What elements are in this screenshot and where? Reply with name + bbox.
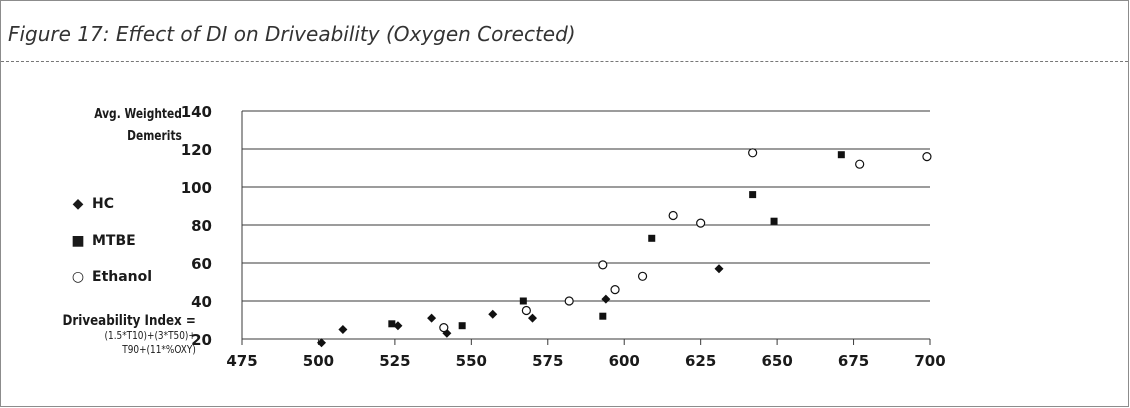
- data-point-mtbe: [599, 312, 607, 320]
- diamond-icon: ◆: [72, 196, 84, 212]
- circle-icon: ○: [71, 269, 85, 285]
- y-tick-label: 40: [191, 293, 212, 311]
- y-tick-label: 20: [191, 331, 212, 349]
- y-axis-label: Avg. Weighted Demerits: [94, 104, 182, 148]
- figure-title: Figure 17: Effect of DI on Driveability …: [8, 22, 576, 46]
- square-icon: ■: [71, 233, 85, 249]
- y-tick-label: 140: [181, 103, 212, 121]
- data-point-mtbe: [388, 320, 396, 328]
- data-point-hc: [527, 313, 537, 323]
- title-divider: [1, 61, 1128, 62]
- x-tick-label: 700: [914, 352, 945, 370]
- y-tick-label: 120: [181, 141, 212, 159]
- data-point-hc: [714, 264, 724, 274]
- x-tick-label: 475: [226, 352, 257, 370]
- legend-label-mtbe: MTBE: [92, 233, 136, 249]
- x-axis-label-line2: (1.5*T10)+(3*T50)+: [104, 330, 196, 342]
- data-point-mtbe: [519, 297, 527, 305]
- legend-item-hc: ◆ HC: [70, 196, 114, 212]
- data-point-ethanol: [521, 305, 531, 316]
- data-point-ethanol: [564, 296, 574, 306]
- data-point-hc: [317, 338, 327, 348]
- x-tick-label: 650: [761, 352, 792, 370]
- data-point-ethanol: [696, 218, 706, 228]
- data-point-mtbe: [837, 151, 845, 159]
- legend-label-ethanol: Ethanol: [92, 269, 153, 285]
- legend-label-hc: HC: [92, 196, 114, 212]
- data-point-mtbe: [749, 191, 757, 199]
- data-point-mtbe: [770, 217, 778, 225]
- data-point-ethanol: [922, 152, 932, 162]
- legend-item-ethanol: ○ Ethanol: [70, 269, 152, 285]
- x-tick-label: 600: [609, 352, 640, 370]
- data-point-ethanol: [855, 159, 865, 169]
- data-point-mtbe: [458, 322, 466, 330]
- data-point-hc: [601, 294, 611, 304]
- data-point-hc: [393, 321, 403, 331]
- data-point-ethanol: [748, 148, 758, 158]
- x-tick-label: 675: [838, 352, 869, 370]
- x-axis-label-line3: T90+(11*%OXY): [122, 344, 196, 356]
- y-tick-label: 60: [191, 255, 212, 273]
- x-tick-label: 575: [532, 352, 563, 370]
- x-tick-label: 525: [379, 352, 410, 370]
- x-tick-label: 500: [303, 352, 334, 370]
- y-tick-label: 100: [181, 179, 212, 197]
- x-tick-label: 550: [456, 352, 487, 370]
- y-tick-label: 80: [191, 217, 212, 235]
- data-point-ethanol: [637, 271, 648, 281]
- data-point-hc: [427, 313, 437, 323]
- data-point-ethanol: [610, 285, 620, 295]
- x-axis-label: Driveability Index = (1.5*T10)+(3*T50)+ …: [39, 313, 196, 357]
- y-axis-label-line1: Avg. Weighted: [94, 107, 182, 122]
- y-axis-label-line2: Demerits: [127, 129, 182, 144]
- data-point-hc: [338, 325, 348, 334]
- x-axis-label-line1: Driveability Index =: [62, 313, 196, 329]
- data-point-ethanol: [668, 210, 678, 221]
- data-point-mtbe: [648, 234, 656, 242]
- data-point-hc: [488, 309, 498, 319]
- x-tick-label: 625: [685, 352, 716, 370]
- data-point-ethanol: [439, 323, 449, 333]
- legend-item-mtbe: ■ MTBE: [70, 233, 136, 249]
- data-point-ethanol: [598, 260, 608, 270]
